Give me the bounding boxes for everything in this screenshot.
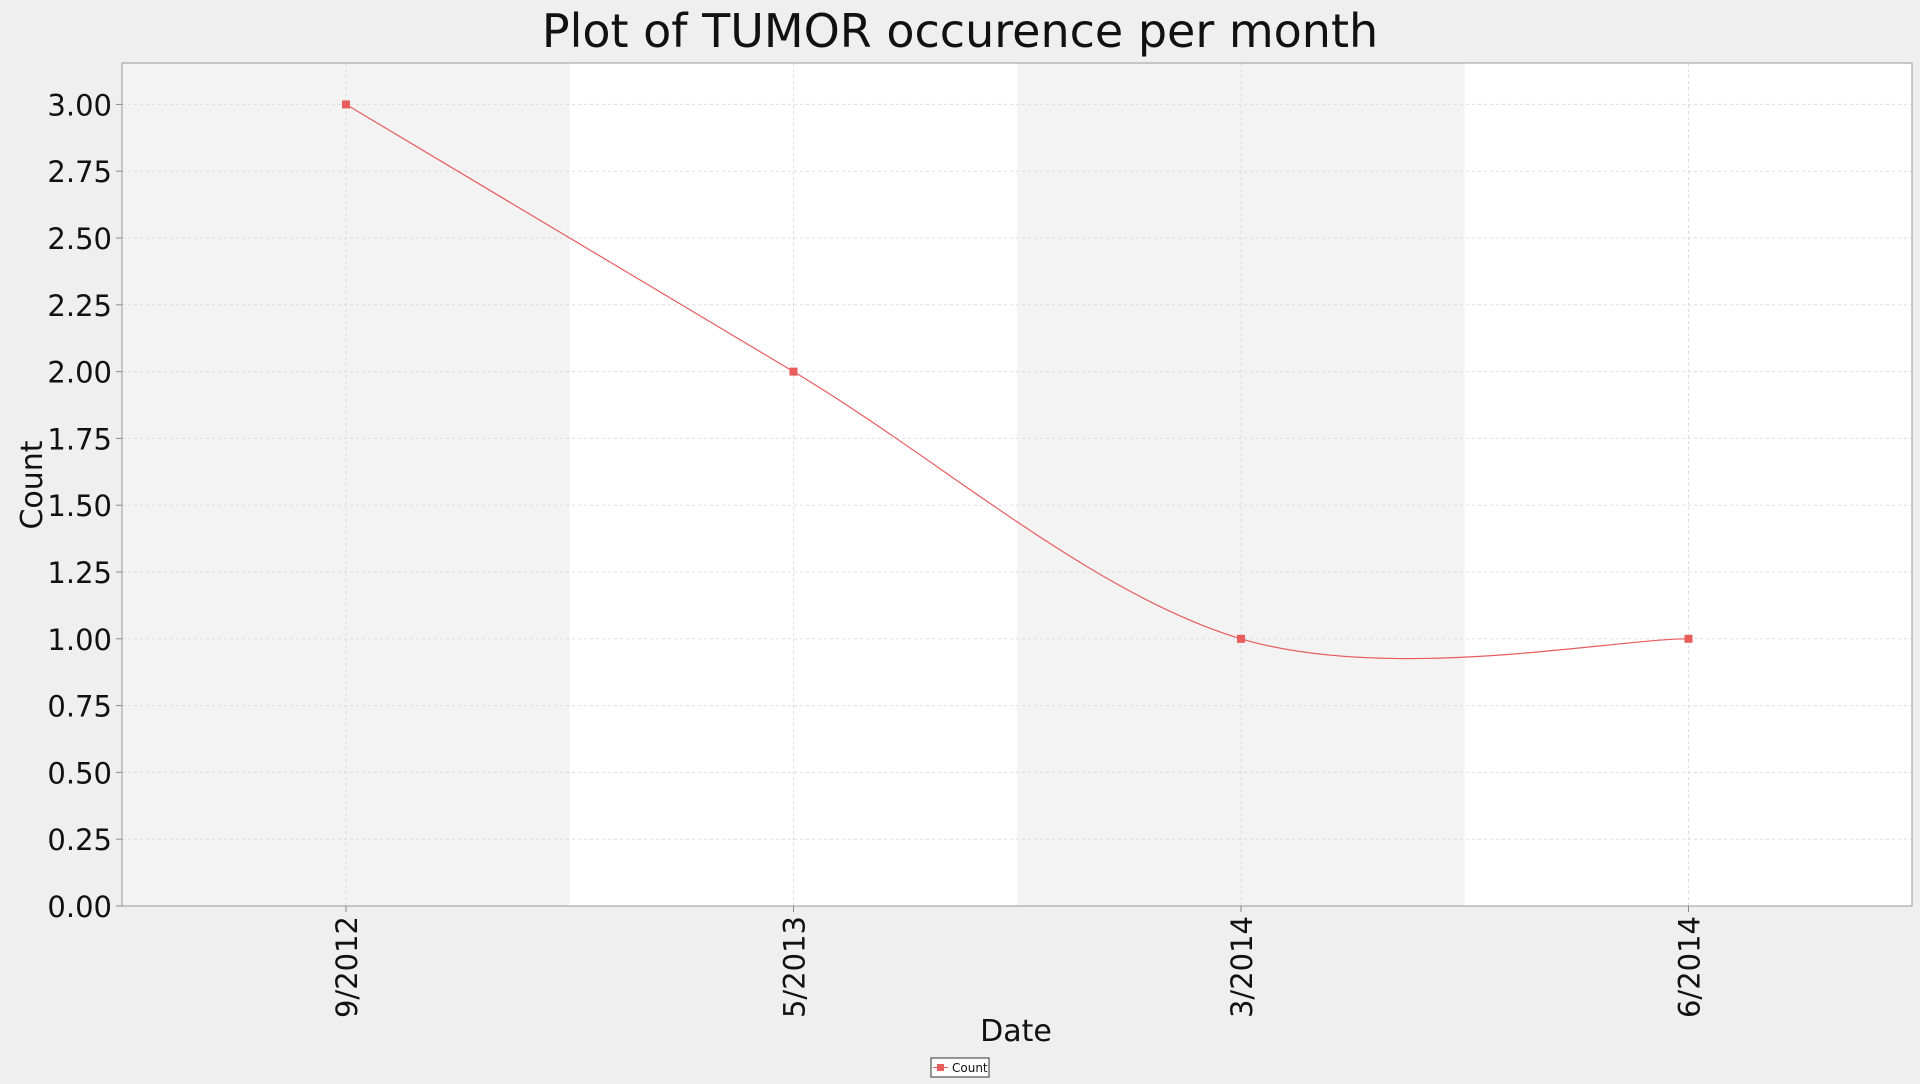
series-layer xyxy=(342,100,1693,660)
y-axis-label: Count xyxy=(15,440,50,529)
y-axis-ticks: 0.00 0.25 0.50 0.75 1.00 1.25 1.50 1.75 2.00 2.25… xyxy=(47,88,122,924)
legend-box xyxy=(930,1057,990,1078)
x-tick-label: 9/2012 xyxy=(330,916,364,1018)
plot-bands xyxy=(122,63,1912,906)
y-tick-label: 0.50 xyxy=(47,756,112,790)
y-tick-label: 0.75 xyxy=(47,690,112,724)
y-tick-label: 1.50 xyxy=(47,489,112,523)
y-tick-label: 2.25 xyxy=(47,289,112,323)
data-point[interactable] xyxy=(342,100,350,109)
chart-title: Plot of TUMOR occurence per month xyxy=(542,4,1378,58)
y-tick-label: 1.25 xyxy=(47,556,112,590)
legend: Count xyxy=(930,1057,990,1078)
x-axis-label: Date xyxy=(980,1014,1052,1049)
y-tick-label: 1.75 xyxy=(47,422,112,456)
x-tick-label: 3/2014 xyxy=(1225,916,1259,1018)
legend-label: Count xyxy=(952,1061,988,1075)
x-tick-label: 6/2014 xyxy=(1673,916,1707,1018)
y-tick-label: 1.00 xyxy=(47,623,112,657)
y-tick-label: 2.00 xyxy=(47,356,112,390)
y-tick-label: 0.25 xyxy=(47,823,112,857)
plot-frame xyxy=(121,62,1913,907)
x-axis-ticks: 9/2012 5/2013 3/2014 6/2014 xyxy=(330,906,1707,1018)
y-tick-label: 3.00 xyxy=(47,88,112,122)
data-point[interactable] xyxy=(1237,634,1245,643)
y-tick-label: 0.00 xyxy=(47,890,112,924)
y-tick-label: 2.75 xyxy=(47,155,112,189)
data-point[interactable] xyxy=(789,367,798,376)
y-tick-label: 2.50 xyxy=(47,222,112,256)
data-point[interactable] xyxy=(1684,634,1693,643)
x-tick-label: 5/2013 xyxy=(778,916,812,1018)
series-line xyxy=(345,103,1689,660)
grid-lines xyxy=(122,63,1912,907)
